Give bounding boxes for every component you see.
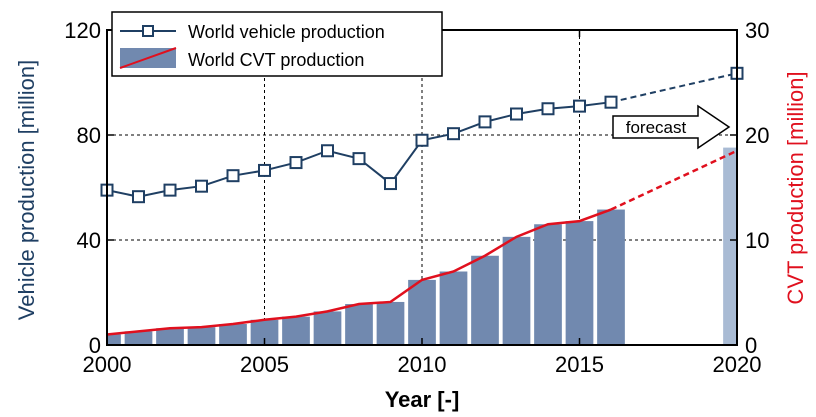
legend-label-cvt: World CVT production [188,50,364,70]
legend-label-vehicle: World vehicle production [188,22,385,42]
cvt-bars [107,147,737,345]
x-tick-label: 2015 [555,352,604,377]
right-y-tick-label: 10 [745,228,769,253]
right-y-tick-label: 20 [745,123,769,148]
cvt-bar [313,311,342,345]
vehicle-marker [478,115,492,129]
vehicle-marker [132,190,145,204]
x-tick-label: 2000 [83,352,132,377]
vehicle-marker [352,152,366,166]
cvt-bar [124,331,153,345]
cvt-bar [345,304,373,345]
vehicle-forecast-line [610,72,738,104]
vehicle-marker [447,127,460,141]
vehicle-marker [573,99,586,113]
vehicle-marker [321,144,334,158]
legend: World vehicle production World CVT produ… [111,11,443,77]
vehicle-marker [604,95,618,109]
vehicle-marker [163,183,177,197]
left-y-tick-label: 40 [77,228,101,253]
cvt-bar [408,279,436,345]
cvt-bar [282,316,310,345]
cvt-bar [439,271,468,345]
cvt-bar [376,301,405,345]
left-y-tick-label: 80 [77,123,101,148]
cvt-trend-line [106,208,612,336]
vehicle-marker [415,133,429,147]
vehicle-marker [384,177,397,191]
left-y-tick-label: 120 [64,18,101,43]
cvt-line [106,149,738,336]
left-y-tick-label: 0 [89,333,101,358]
cvt-bar [534,224,562,345]
vehicle-marker [510,107,523,121]
cvt-bar [219,324,247,345]
x-axis-title: Year [-] [385,387,460,412]
cvt-bar [502,236,531,345]
vehicle-marker [258,163,271,177]
cvt-bar [597,209,625,345]
forecast-arrow [612,104,731,150]
vehicle-marker [226,169,240,183]
cvt-bar [471,255,499,345]
forecast-annotation: forecast [612,104,731,150]
left-axis-title: Vehicle production [million] [14,60,39,320]
forecast-label: forecast [626,118,687,137]
cvt-bar [187,327,216,345]
cvt-bar-forecast [723,147,737,345]
vehicle-marker [289,156,303,170]
cvt-bar [156,328,184,345]
right-y-tick-label: 30 [745,18,769,43]
x-tick-label: 2020 [713,352,762,377]
vehicle-marker [541,102,555,116]
x-tick-label: 2010 [398,352,447,377]
vehicle-marker [195,179,208,193]
right-axis-title: CVT production [million] [783,71,808,304]
cvt-bar [565,221,594,345]
legend-cvt-line-swatch [119,47,177,69]
x-tick-label: 2005 [240,352,289,377]
cvt-bar [107,334,121,345]
right-y-tick-label: 0 [745,333,757,358]
cvt-trend-forecast-line [610,149,738,211]
legend-vehicle-marker-swatch [142,25,154,37]
